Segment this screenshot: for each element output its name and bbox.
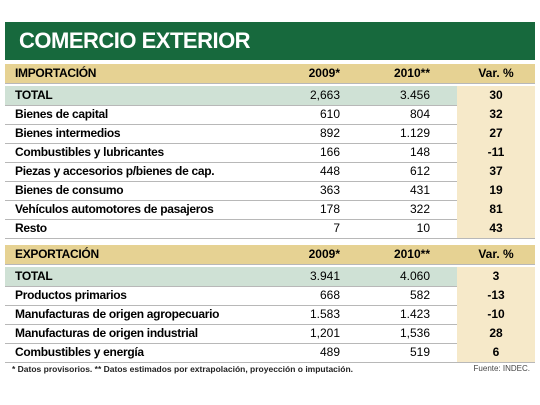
row-label: Bienes de capital — [15, 107, 108, 121]
var-cell-bg — [457, 124, 535, 143]
column-header: 2009* — [308, 66, 340, 80]
value-2010: 1.129 — [399, 126, 430, 140]
value-2010: 804 — [409, 107, 430, 121]
value-2010: 322 — [409, 202, 430, 216]
row-label: Manufacturas de origen agropecuario — [15, 307, 220, 321]
footnote: * Datos provisorios. ** Datos estimados … — [12, 364, 354, 374]
row-label: TOTAL — [15, 269, 53, 283]
column-header: Var. % — [478, 66, 514, 80]
value-2009: 448 — [319, 164, 340, 178]
value-2009: 178 — [319, 202, 340, 216]
value-2009: 166 — [319, 145, 340, 159]
value-2009: 7 — [333, 221, 340, 235]
data-row: Combustibles y energía 489 519 6 — [5, 343, 535, 363]
data-row: Manufacturas de origen agropecuario 1.583… — [5, 305, 535, 325]
section-header: EXPORTACIÓN(En millones de u$s)2009*2010… — [5, 245, 535, 279]
data-row: Manufacturas de origen industrial 1,201 1,… — [5, 324, 535, 344]
data-row: Bienes de capital 610 804 32 — [5, 105, 535, 125]
column-header: 2010** — [393, 66, 430, 80]
value-var: 37 — [489, 164, 503, 178]
source: Fuente: INDEC. — [473, 364, 530, 373]
data-row: Resto 7 10 43 — [5, 219, 535, 239]
var-cell-bg — [457, 143, 535, 162]
row-label: Vehículos automotores de pasajeros — [15, 202, 214, 216]
value-2010: 3.456 — [399, 88, 430, 102]
value-2009: 1.583 — [309, 307, 340, 321]
value-2010: 1.423 — [399, 307, 430, 321]
value-var: 19 — [489, 183, 503, 197]
total-row: TOTAL 3.941 4.060 3 — [5, 267, 535, 287]
row-label: Combustibles y energía — [15, 345, 144, 359]
data-row: Productos primarios 668 582 -13 — [5, 286, 535, 306]
column-header: 2009* — [308, 247, 340, 261]
var-cell-bg — [457, 105, 535, 124]
value-var: -11 — [487, 145, 505, 159]
value-var: -13 — [487, 288, 505, 302]
value-2009: 1,201 — [309, 326, 340, 340]
row-label: TOTAL — [15, 88, 53, 102]
title: COMERCIO EXTERIOR — [19, 28, 251, 53]
var-cell-bg — [457, 162, 535, 181]
value-2009: 668 — [319, 288, 340, 302]
value-2009: 489 — [319, 345, 340, 359]
row-label: Productos primarios — [15, 288, 127, 302]
var-cell-bg — [457, 343, 535, 362]
value-var: 81 — [489, 202, 503, 216]
var-cell-bg — [457, 181, 535, 200]
value-var: 30 — [489, 88, 503, 102]
value-2010: 10 — [416, 221, 430, 235]
var-cell-bg — [457, 324, 535, 343]
value-2010: 519 — [409, 345, 430, 359]
var-cell-bg — [457, 267, 535, 286]
var-cell-bg — [457, 219, 535, 238]
column-header: Var. % — [478, 247, 514, 261]
column-header: 2010** — [393, 247, 430, 261]
value-var: 28 — [489, 326, 503, 340]
var-cell-bg — [457, 286, 535, 305]
row-label: Resto — [15, 221, 47, 235]
row-label: Bienes intermedios — [15, 126, 121, 140]
value-2009: 3.941 — [309, 269, 340, 283]
value-2010: 431 — [409, 183, 430, 197]
data-row: Piezas y accesorios p/bienes de cap. 448 6… — [5, 162, 535, 182]
var-cell-bg — [457, 86, 535, 105]
value-var: 27 — [489, 126, 503, 140]
value-var: 3 — [492, 269, 500, 283]
value-2010: 148 — [409, 145, 430, 159]
value-2009: 2,663 — [309, 88, 340, 102]
value-2009: 610 — [319, 107, 340, 121]
data-row: Bienes de consumo 363 431 19 — [5, 181, 535, 201]
value-2010: 582 — [409, 288, 430, 302]
value-var: 43 — [489, 221, 503, 235]
var-cell-bg — [457, 305, 535, 324]
data-row: Vehículos automotores de pasajeros 178 322… — [5, 200, 535, 220]
title-bar: COMERCIO EXTERIOR — [5, 22, 535, 60]
value-2010: 4.060 — [399, 269, 430, 283]
value-var: 32 — [489, 107, 503, 121]
value-2010: 1,536 — [399, 326, 430, 340]
value-2009: 363 — [319, 183, 340, 197]
row-label: Piezas y accesorios p/bienes de cap. — [15, 164, 215, 178]
row-label: Manufacturas de origen industrial — [15, 326, 198, 340]
total-row: TOTAL 2,663 3.456 30 — [5, 86, 535, 106]
value-2009: 892 — [319, 126, 340, 140]
row-label: Bienes de consumo — [15, 183, 124, 197]
data-row: Combustibles y lubricantes 166 148 -11 — [5, 143, 535, 163]
var-cell-bg — [457, 200, 535, 219]
value-2010: 612 — [409, 164, 430, 178]
section-header: IMPORTACIÓN(En millones de u$s)2009*2010… — [5, 64, 535, 98]
value-var: -10 — [487, 307, 505, 321]
row-label: Combustibles y lubricantes — [15, 145, 164, 159]
value-var: 6 — [492, 345, 500, 359]
data-row: Bienes intermedios 892 1.129 27 — [5, 124, 535, 144]
